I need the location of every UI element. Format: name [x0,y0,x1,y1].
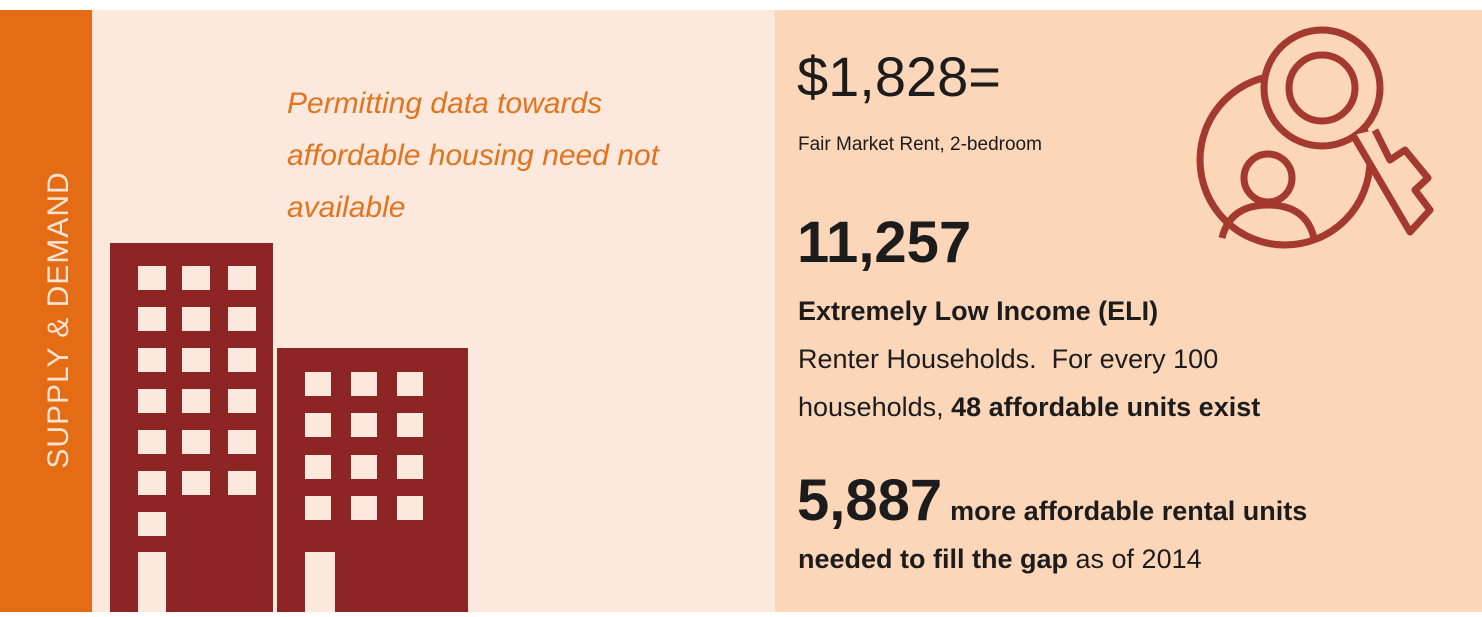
page: SUPPLY & DEMAND Permitting data towards … [0,0,1482,612]
eli-count: 11,257 [797,210,971,275]
infographic: SUPPLY & DEMAND Permitting data towards … [0,0,1482,612]
emphasis: more affordable rental units [950,496,1307,526]
eli-heading: Extremely Low Income (ELI) [798,296,1158,326]
emphasis: needed to fill the gap [798,544,1068,574]
gap-count: 5,887 [797,468,942,533]
note-line: affordable housing need not [287,139,661,172]
emphasis: 48 affordable units exist [951,392,1260,422]
building [110,243,273,612]
note-line: available [287,191,405,224]
eli-line: households, 48 affordable units exist [798,392,1260,422]
rent-label: Fair Market Rent, 2-bedroom [798,134,1042,155]
note-line: Permitting data towards [287,87,602,120]
gap-line: needed to fill the gap as of 2014 [798,544,1202,574]
eli-line: Renter Households. For every 100 [798,344,1218,374]
text: households, [798,392,951,422]
rent-value: $1,828= [797,45,1001,108]
sidebar-label: SUPPLY & DEMAND [42,171,75,468]
text: as of 2014 [1068,544,1202,574]
